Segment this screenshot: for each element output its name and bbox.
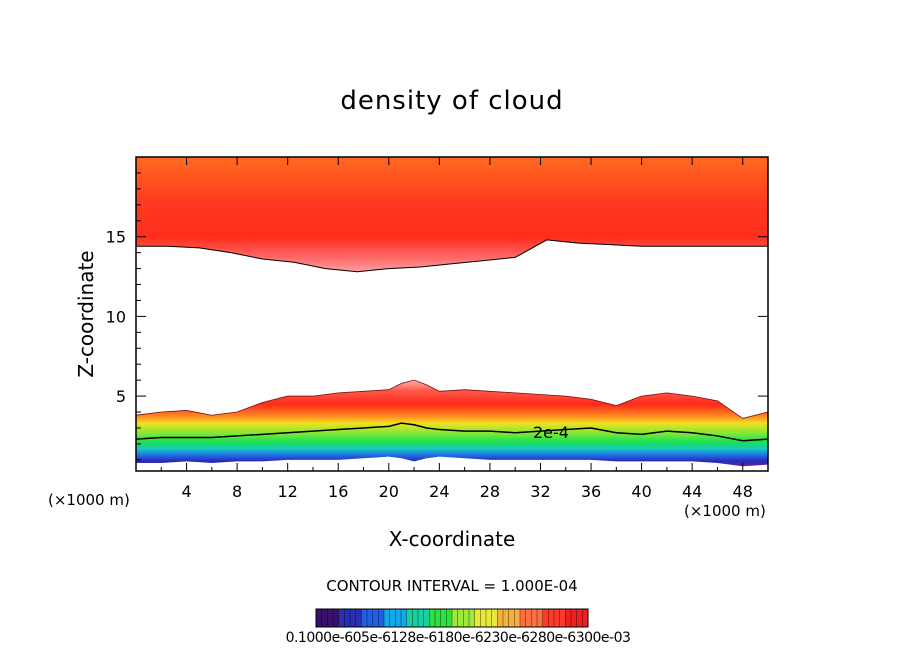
contour-interval: CONTOUR INTERVAL = 1.000E-04 [326,577,578,595]
plot-frame [135,156,769,472]
plot-area [136,157,768,467]
y-axis-title: Z-coordinate [74,250,98,377]
x-tick-label: 8 [232,482,242,501]
y-tick-label: 5 [116,387,126,406]
colorbar [315,608,589,628]
colorbar-frame [315,608,589,628]
lower-cloud-layer [136,380,768,467]
contour-label: 2e-4 [533,423,569,442]
x-tick-label: 28 [480,482,500,501]
y-tick-label: 10 [106,307,126,326]
colorbar-labels: 0.1000e-605e-6128e-6180e-6230e-6280e-630… [285,630,631,646]
y-tick-label: 15 [106,228,126,247]
contour-line-2e-4 [136,422,768,442]
x-tick-label: 40 [631,482,651,501]
x-tick-label: 44 [682,482,702,501]
x-tick-label: 32 [530,482,550,501]
upper-cloud-layer [136,157,768,272]
x-tick-label: 36 [581,482,601,501]
upper-cloud-base-contour [136,239,768,273]
x-tick-label: 48 [733,482,753,501]
chart-title: density of cloud [340,86,564,116]
x-tick-label: 16 [328,482,348,501]
x-unit-label: (×1000 m) [684,502,766,520]
lower-cloud-top-contour [136,379,768,419]
x-tick-label: 12 [278,482,298,501]
x-axis-title: X-coordinate [389,527,516,551]
x-tick-label: 4 [181,482,191,501]
x-tick-label: 24 [429,482,449,501]
z-unit-label: (×1000 m) [48,491,130,509]
y-tick-labels: 5 10 15 [106,228,126,406]
tick-marks [136,157,768,471]
x-tick-labels: 4 8 12 16 20 24 28 32 36 40 44 48 [181,482,752,501]
x-tick-label: 20 [379,482,399,501]
